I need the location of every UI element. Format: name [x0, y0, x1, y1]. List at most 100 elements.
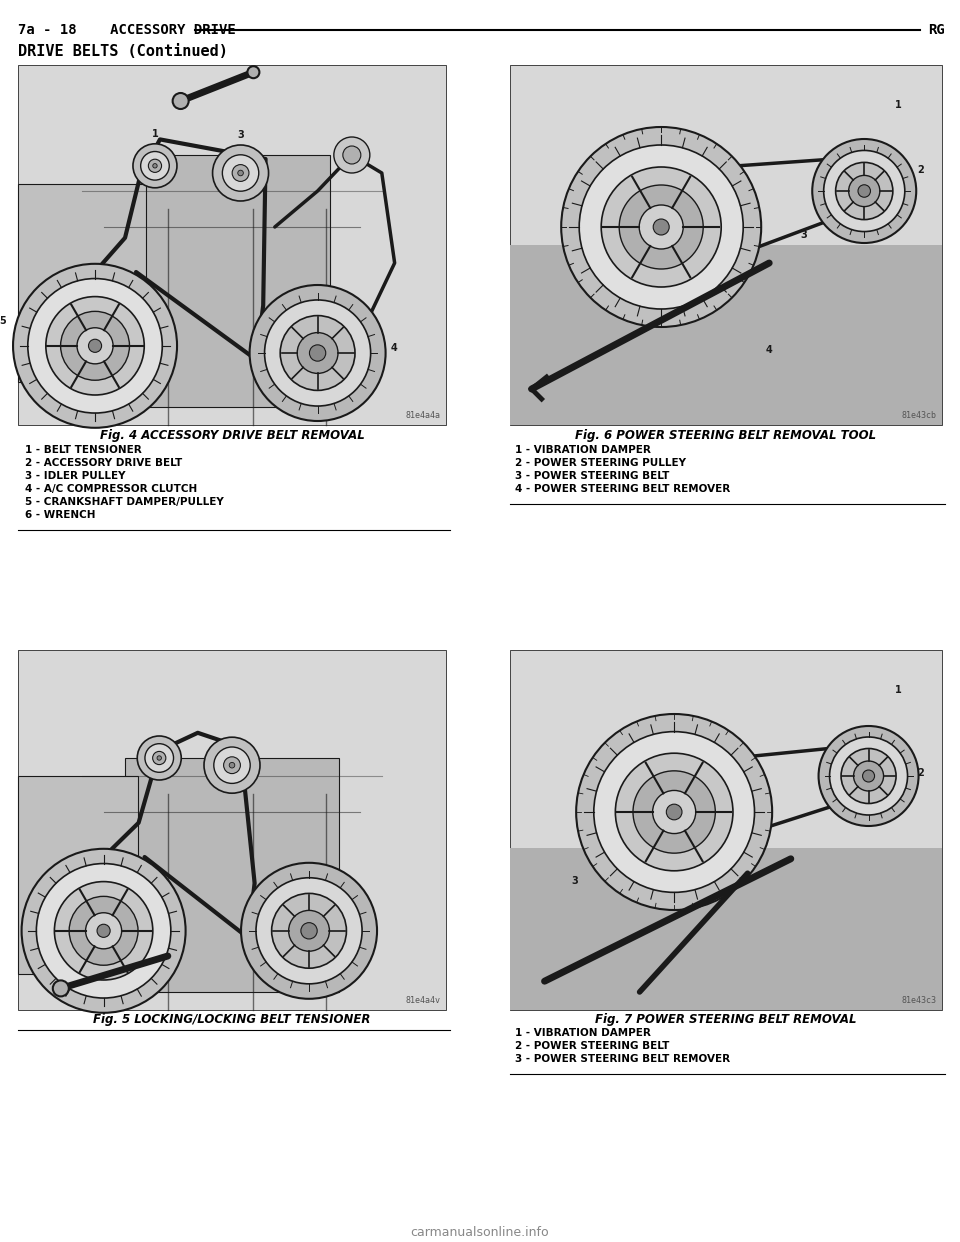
- Circle shape: [85, 913, 122, 949]
- Circle shape: [153, 751, 166, 765]
- Text: 4 - A/C COMPRESSOR CLUTCH: 4 - A/C COMPRESSOR CLUTCH: [25, 484, 197, 494]
- Text: 4: 4: [766, 345, 773, 355]
- Circle shape: [633, 771, 715, 853]
- Circle shape: [562, 127, 761, 327]
- Text: RG: RG: [928, 24, 945, 37]
- Bar: [510, 650, 942, 1010]
- Text: Fig. 4 ACCESSORY DRIVE BELT REMOVAL: Fig. 4 ACCESSORY DRIVE BELT REMOVAL: [100, 428, 365, 441]
- Text: 3: 3: [237, 130, 244, 140]
- Circle shape: [223, 155, 259, 191]
- Circle shape: [835, 163, 893, 220]
- Circle shape: [36, 863, 171, 999]
- Circle shape: [250, 284, 386, 421]
- Text: 1 - VIBRATION DAMPER: 1 - VIBRATION DAMPER: [515, 1028, 651, 1038]
- Circle shape: [639, 205, 684, 248]
- Circle shape: [334, 137, 370, 173]
- Circle shape: [824, 150, 904, 231]
- Circle shape: [137, 737, 181, 780]
- Circle shape: [141, 152, 169, 180]
- Circle shape: [214, 746, 251, 784]
- Circle shape: [241, 863, 377, 999]
- Text: Fig. 6 POWER STEERING BELT REMOVAL TOOL: Fig. 6 POWER STEERING BELT REMOVAL TOOL: [575, 428, 876, 441]
- Circle shape: [77, 328, 113, 364]
- Text: 5: 5: [0, 315, 7, 325]
- Text: 6 - WRENCH: 6 - WRENCH: [25, 510, 95, 520]
- Circle shape: [619, 185, 703, 270]
- Text: 2 - ACCESSORY DRIVE BELT: 2 - ACCESSORY DRIVE BELT: [25, 458, 182, 468]
- Circle shape: [232, 165, 249, 181]
- Circle shape: [841, 749, 896, 804]
- Circle shape: [229, 763, 235, 768]
- Bar: [18, 650, 446, 1010]
- Circle shape: [594, 732, 755, 892]
- Bar: [510, 65, 942, 425]
- Text: 1: 1: [896, 101, 902, 111]
- Circle shape: [858, 185, 871, 197]
- Bar: [138, 155, 330, 407]
- Circle shape: [265, 301, 371, 406]
- Circle shape: [256, 878, 362, 984]
- Bar: [510, 245, 942, 425]
- Circle shape: [157, 756, 161, 760]
- Circle shape: [55, 882, 153, 980]
- Circle shape: [849, 175, 879, 206]
- Text: 81e4a4a: 81e4a4a: [406, 411, 441, 420]
- Circle shape: [272, 893, 347, 969]
- Bar: [510, 848, 942, 1010]
- Circle shape: [309, 345, 325, 361]
- Text: 2 - POWER STEERING BELT: 2 - POWER STEERING BELT: [515, 1041, 669, 1051]
- Circle shape: [576, 714, 772, 910]
- Circle shape: [22, 848, 185, 1012]
- Text: 1: 1: [896, 686, 902, 696]
- Circle shape: [289, 910, 329, 951]
- Text: 2: 2: [917, 768, 924, 777]
- Circle shape: [224, 756, 240, 774]
- Circle shape: [145, 744, 174, 773]
- Circle shape: [238, 170, 244, 176]
- Circle shape: [300, 923, 317, 939]
- Text: 2: 2: [917, 165, 924, 175]
- Text: 81e43c3: 81e43c3: [902, 996, 937, 1005]
- Circle shape: [862, 770, 875, 782]
- Circle shape: [60, 312, 130, 380]
- Circle shape: [653, 219, 669, 235]
- Bar: [125, 758, 339, 992]
- Circle shape: [212, 145, 269, 201]
- Text: 1: 1: [152, 129, 158, 139]
- Text: 3 - POWER STEERING BELT REMOVER: 3 - POWER STEERING BELT REMOVER: [515, 1054, 731, 1064]
- Circle shape: [132, 144, 177, 188]
- Circle shape: [153, 164, 157, 168]
- Text: 2 - POWER STEERING PULLEY: 2 - POWER STEERING PULLEY: [515, 458, 686, 468]
- Circle shape: [28, 278, 162, 414]
- Text: carmanualsonline.info: carmanualsonline.info: [411, 1226, 549, 1238]
- Text: 3 - IDLER PULLEY: 3 - IDLER PULLEY: [25, 471, 126, 481]
- Text: 1 - BELT TENSIONER: 1 - BELT TENSIONER: [25, 445, 142, 455]
- Bar: [18, 65, 446, 425]
- Text: 7a - 18    ACCESSORY DRIVE: 7a - 18 ACCESSORY DRIVE: [18, 24, 236, 37]
- Circle shape: [579, 145, 743, 309]
- Circle shape: [280, 315, 355, 390]
- Text: 81e43cb: 81e43cb: [902, 411, 937, 420]
- Text: 1 - VIBRATION DAMPER: 1 - VIBRATION DAMPER: [515, 445, 651, 455]
- Text: 3 - POWER STEERING BELT: 3 - POWER STEERING BELT: [515, 471, 669, 481]
- Circle shape: [13, 263, 177, 427]
- Text: 3: 3: [571, 876, 578, 886]
- Text: Fig. 5 LOCKING/LOCKING BELT TENSIONER: Fig. 5 LOCKING/LOCKING BELT TENSIONER: [93, 1013, 371, 1026]
- Circle shape: [149, 159, 161, 173]
- Circle shape: [615, 753, 733, 871]
- Circle shape: [46, 297, 144, 395]
- Circle shape: [248, 66, 259, 78]
- Circle shape: [666, 804, 682, 820]
- Circle shape: [97, 924, 110, 938]
- Circle shape: [298, 333, 338, 374]
- Circle shape: [204, 738, 260, 794]
- Circle shape: [601, 166, 721, 287]
- Text: DRIVE BELTS (Continued): DRIVE BELTS (Continued): [18, 45, 228, 60]
- Circle shape: [819, 727, 919, 826]
- Text: Fig. 7 POWER STEERING BELT REMOVAL: Fig. 7 POWER STEERING BELT REMOVAL: [595, 1013, 856, 1026]
- Text: 4 - POWER STEERING BELT REMOVER: 4 - POWER STEERING BELT REMOVER: [515, 484, 731, 494]
- Circle shape: [653, 790, 696, 833]
- Circle shape: [343, 147, 361, 164]
- Text: 3: 3: [801, 230, 807, 240]
- Circle shape: [812, 139, 916, 243]
